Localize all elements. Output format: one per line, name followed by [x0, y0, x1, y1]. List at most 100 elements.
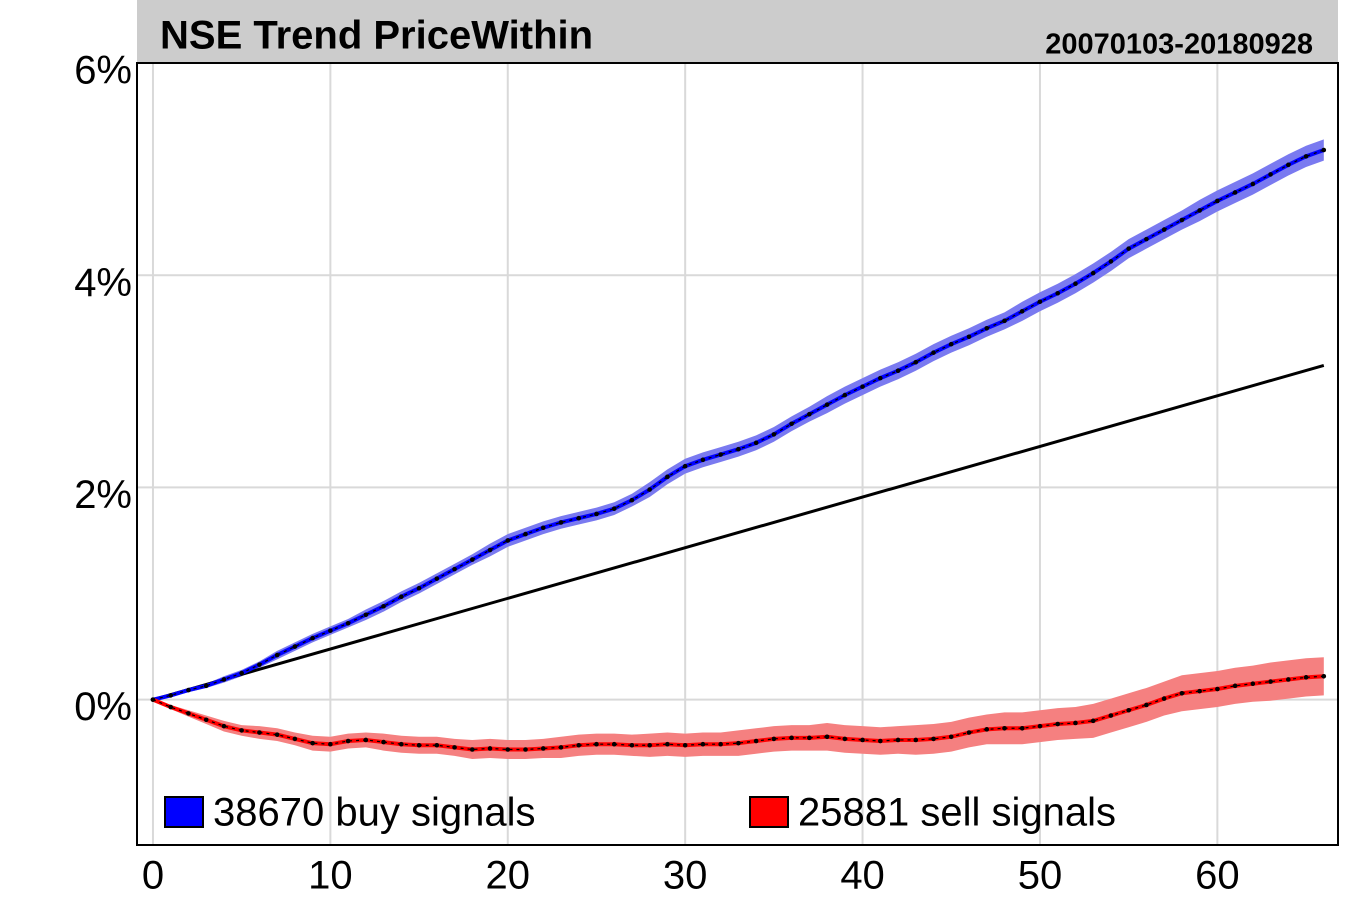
data-point [434, 576, 440, 581]
data-point [1073, 720, 1078, 726]
data-point [399, 741, 404, 747]
data-point [399, 594, 404, 600]
data-point [416, 742, 422, 748]
data-point [186, 711, 191, 716]
y-tick-label: 0% [74, 685, 132, 729]
data-point [221, 723, 227, 729]
data-point [789, 735, 794, 741]
data-point [789, 421, 794, 427]
y-tick-label: 4% [74, 261, 132, 305]
data-point [736, 446, 741, 452]
data-point [629, 742, 635, 748]
data-point [753, 738, 759, 744]
data-point [558, 745, 564, 750]
benchmark-line [152, 363, 1325, 702]
data-point [824, 402, 830, 407]
data-point [1055, 290, 1061, 296]
data-point [1232, 683, 1238, 689]
data-point [700, 457, 706, 463]
data-point [469, 557, 475, 562]
x-tick-label: 50 [1018, 854, 1063, 898]
data-point [416, 585, 422, 591]
data-point [1108, 259, 1114, 264]
data-point [434, 742, 440, 748]
data-point [1232, 190, 1238, 195]
data-point [257, 662, 262, 667]
data-point [1179, 217, 1185, 223]
confidence-band [152, 657, 1324, 760]
data-point [611, 506, 617, 511]
data-point [452, 745, 457, 750]
data-point [1215, 198, 1220, 204]
data-point [540, 525, 546, 531]
chart-title: NSE Trend PriceWithin [160, 14, 593, 58]
data-point [966, 334, 972, 340]
data-point [1037, 723, 1043, 729]
data-point [239, 728, 244, 733]
data-point [1215, 686, 1220, 692]
data-point [1002, 725, 1007, 731]
data-point [452, 566, 457, 572]
data-point [523, 531, 528, 537]
data-point [1090, 718, 1096, 724]
data-point [203, 717, 209, 723]
data-point [505, 747, 511, 752]
data-point [807, 411, 812, 417]
data-point [878, 738, 883, 744]
data-point [1321, 147, 1327, 153]
data-point [1037, 299, 1043, 305]
data-point [239, 670, 244, 676]
data-point [345, 620, 351, 626]
data-point [221, 677, 227, 682]
data-point [860, 384, 865, 389]
data-point [913, 359, 919, 365]
data-point [1090, 270, 1096, 276]
x-tick-label: 10 [308, 854, 353, 898]
data-point [700, 741, 706, 747]
data-point [931, 350, 936, 355]
data-point [1197, 688, 1202, 694]
data-point [292, 644, 298, 649]
data-point [771, 432, 777, 437]
data-point [966, 730, 972, 735]
legend-label: 25881 sell signals [798, 791, 1116, 835]
data-point [807, 735, 812, 741]
data-point [186, 687, 191, 693]
data-point [1019, 725, 1025, 731]
data-point [948, 341, 954, 347]
data-point [168, 693, 174, 698]
data-point [1161, 227, 1167, 232]
data-point [576, 742, 582, 748]
data-point [647, 487, 652, 492]
data-point [1286, 677, 1291, 682]
data-point [203, 683, 209, 689]
data-point [487, 547, 493, 553]
data-point [1179, 690, 1185, 696]
data-point [611, 741, 617, 747]
data-point [1108, 713, 1114, 718]
data-point [860, 737, 865, 743]
data-point [1055, 721, 1061, 727]
data-point [558, 520, 564, 525]
data-point [505, 538, 511, 543]
data-point [629, 497, 635, 503]
data-point [895, 737, 901, 743]
data-point [753, 440, 759, 446]
data-point [842, 736, 848, 742]
data-point [665, 474, 670, 480]
data-point [718, 741, 723, 747]
data-point [310, 635, 315, 641]
data-point [1197, 208, 1202, 213]
data-point [257, 730, 262, 735]
data-point [1144, 702, 1149, 708]
data-point [1250, 681, 1256, 687]
x-tick-label: 40 [840, 854, 885, 898]
data-point [1303, 154, 1309, 159]
data-point [1019, 308, 1025, 314]
data-point [824, 734, 830, 740]
data-point [150, 697, 156, 702]
data-point [1161, 696, 1167, 701]
data-point [1303, 675, 1309, 680]
data-point [1321, 673, 1327, 679]
